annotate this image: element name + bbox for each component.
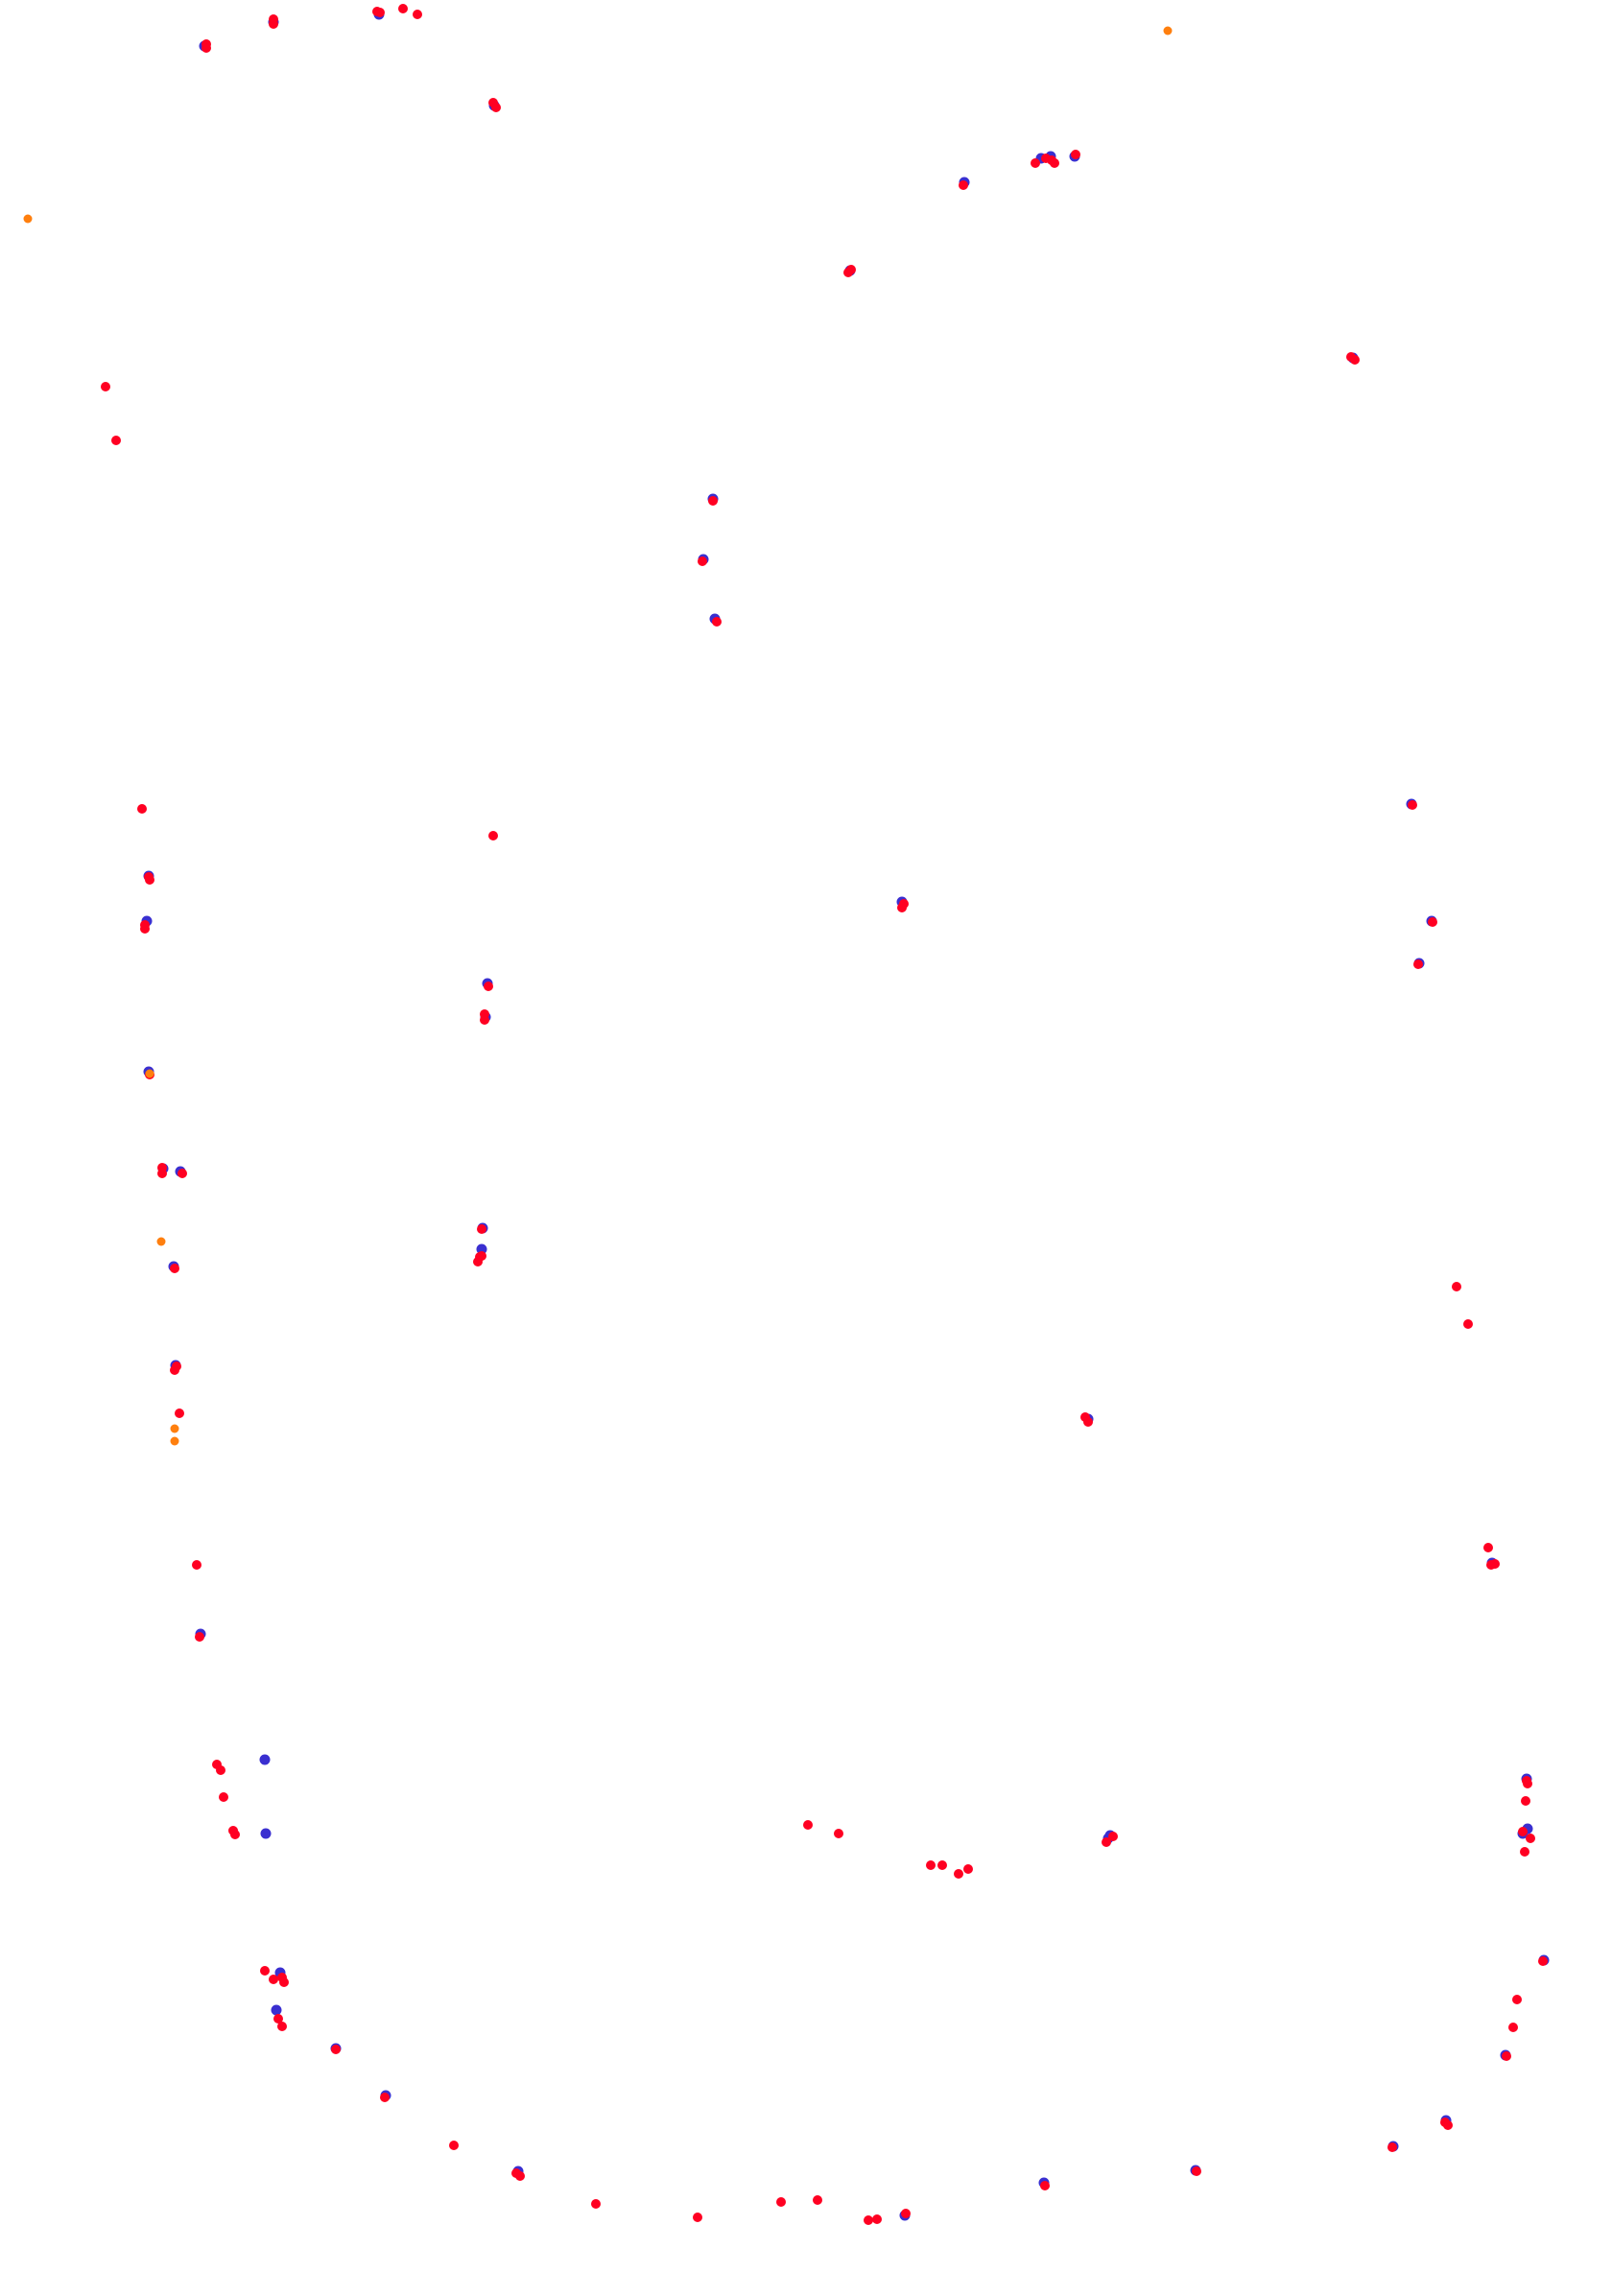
data-point (145, 875, 154, 885)
data-point (372, 7, 382, 16)
data-point (1408, 800, 1417, 810)
data-point (145, 1069, 154, 1078)
data-point (872, 2214, 882, 2224)
data-point (1452, 1282, 1461, 1291)
data-point (803, 1820, 813, 1830)
data-point (813, 2195, 822, 2205)
data-point (195, 1632, 204, 1642)
data-point (1526, 1834, 1535, 1843)
data-point (484, 982, 493, 991)
data-point (1102, 1837, 1111, 1847)
data-point (693, 2213, 702, 2222)
data-point (156, 1237, 166, 1246)
data-point (1490, 1559, 1500, 1569)
data-point (413, 10, 422, 19)
data-point (192, 1560, 202, 1570)
data-point (271, 2004, 282, 2016)
data-point (846, 265, 856, 274)
data-point (834, 1829, 843, 1838)
data-point (111, 436, 121, 445)
data-point (1428, 917, 1437, 927)
data-point (477, 1224, 486, 1234)
data-point (1508, 2023, 1518, 2032)
data-point (273, 2014, 283, 2024)
data-point (1350, 355, 1360, 365)
data-point (1520, 1847, 1529, 1857)
data-point (1083, 1417, 1093, 1427)
data-point (1463, 1319, 1473, 1329)
data-point (1163, 26, 1173, 36)
data-point (178, 1169, 187, 1178)
data-point (488, 98, 498, 107)
data-point (1050, 158, 1059, 168)
data-point (1031, 158, 1040, 168)
data-point (1502, 2051, 1511, 2061)
data-point (398, 4, 408, 13)
data-point (230, 1830, 240, 1839)
data-point (488, 831, 498, 840)
data-point (170, 1424, 179, 1433)
data-point (1538, 1956, 1548, 1966)
data-point (449, 2141, 459, 2150)
data-point (260, 1828, 272, 1839)
data-point (269, 19, 278, 29)
data-point (157, 1169, 167, 1178)
data-point (1040, 2181, 1050, 2190)
data-point (698, 556, 707, 566)
data-point (776, 2197, 786, 2207)
data-point (897, 903, 907, 912)
data-point (216, 1765, 225, 1775)
data-point (1518, 1827, 1528, 1836)
data-point (1521, 1796, 1530, 1806)
data-point (279, 1977, 289, 1987)
data-point (175, 1408, 184, 1418)
series-2 (23, 26, 1173, 1446)
data-point (708, 496, 718, 506)
data-point (515, 2171, 525, 2181)
data-point (937, 1860, 947, 1870)
data-point (219, 1792, 228, 1802)
data-point (170, 1436, 179, 1446)
data-point (170, 1264, 179, 1273)
data-point (170, 1365, 179, 1375)
data-point (1387, 2142, 1397, 2152)
data-point (1523, 1779, 1532, 1788)
data-point (591, 2199, 601, 2209)
data-point (480, 1009, 489, 1019)
data-point (1108, 1832, 1118, 1841)
data-point (926, 1860, 936, 1870)
data-point (864, 2215, 873, 2225)
data-point (1192, 2166, 1201, 2176)
data-point (23, 214, 33, 224)
data-point (331, 2045, 341, 2054)
data-point (277, 2022, 287, 2031)
data-point (101, 382, 110, 391)
data-point (712, 617, 722, 627)
data-point (1483, 1543, 1493, 1552)
data-point (380, 2093, 390, 2102)
data-point (1443, 2120, 1453, 2130)
data-point (954, 1869, 963, 1879)
data-point (259, 1754, 271, 1765)
data-point (963, 1864, 973, 1874)
data-points (23, 4, 1550, 2225)
data-point (269, 1975, 278, 1984)
data-point (959, 180, 968, 190)
data-point (476, 1243, 487, 1255)
data-point (202, 39, 211, 49)
data-point (1512, 1995, 1522, 2004)
data-point (1413, 959, 1423, 969)
data-point (475, 1252, 485, 1262)
data-point (1071, 150, 1080, 159)
data-point (137, 804, 147, 814)
data-point (260, 1966, 270, 1976)
data-point (140, 924, 150, 934)
data-point (901, 2209, 911, 2218)
